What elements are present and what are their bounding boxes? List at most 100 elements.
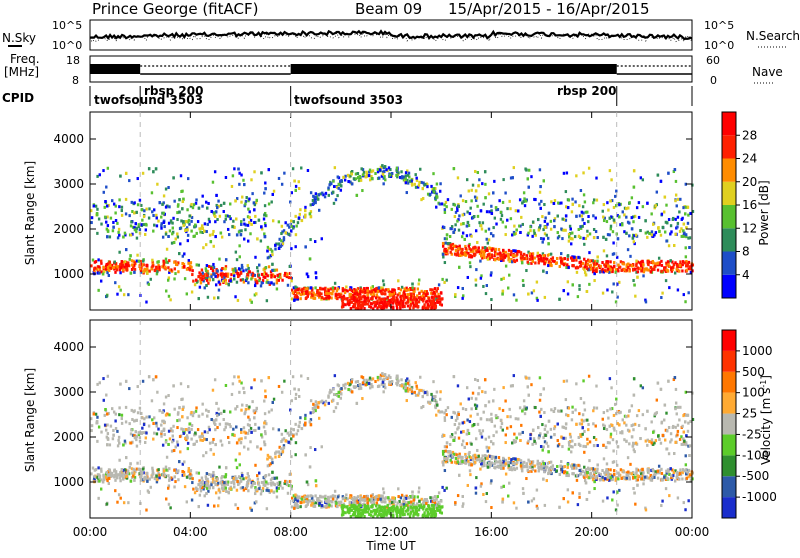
- power-cell: [603, 219, 605, 222]
- velocity-cell: [475, 476, 477, 479]
- velocity-cell: [498, 456, 500, 459]
- power-cell: [408, 293, 410, 296]
- power-cell: [517, 209, 519, 212]
- velocity-cell: [506, 427, 508, 430]
- power-cell: [357, 305, 359, 308]
- power-cell: [668, 218, 670, 221]
- velocity-cell: [577, 503, 579, 506]
- power-cell: [587, 215, 589, 218]
- power-cell: [294, 290, 296, 293]
- velocity-cell: [492, 434, 494, 437]
- velocity-cell: [201, 476, 203, 479]
- power-cell: [548, 212, 550, 215]
- power-cell: [265, 273, 267, 276]
- power-cell: [233, 277, 235, 280]
- power-cell: [181, 207, 183, 210]
- power-cell: [508, 200, 510, 203]
- power-cell: [267, 246, 269, 249]
- power-cell: [148, 167, 150, 170]
- velocity-cell: [400, 378, 402, 381]
- velocity-cell: [192, 488, 194, 491]
- power-cell: [472, 184, 474, 187]
- velocity-cell: [148, 491, 150, 494]
- power-cell: [628, 201, 630, 204]
- power-cell: [202, 272, 204, 275]
- velocity-cell: [471, 397, 473, 400]
- power-cell: [196, 263, 198, 266]
- power-cell: [639, 261, 641, 264]
- power-cell: [358, 296, 360, 299]
- power-cell: [332, 290, 334, 293]
- power-cell: [218, 281, 220, 284]
- power-cell: [288, 233, 290, 236]
- power-cell: [91, 216, 93, 219]
- velocity-cell: [633, 448, 635, 451]
- power-cell: [290, 229, 292, 232]
- power-cell: [145, 224, 147, 227]
- velocity-cell: [571, 406, 573, 409]
- power-cell: [151, 191, 153, 194]
- power-cell: [247, 224, 249, 227]
- power-cell: [520, 216, 522, 219]
- velocity-cell: [369, 377, 371, 380]
- power-cell: [130, 272, 132, 275]
- power-cell: [461, 297, 463, 300]
- velocity-cell: [488, 400, 490, 403]
- power-cell: [657, 227, 659, 230]
- power-cell: [687, 214, 689, 217]
- power-cell: [627, 266, 629, 269]
- power-cell: [603, 263, 605, 266]
- velocity-cell: [622, 418, 624, 421]
- power-cell: [656, 191, 658, 194]
- velocity-cell: [234, 503, 236, 506]
- power-cell: [98, 272, 100, 275]
- power-cell: [377, 168, 379, 171]
- velocity-cell: [588, 375, 590, 378]
- velocity-cell: [455, 457, 457, 460]
- power-cell: [261, 273, 263, 276]
- power-cell: [100, 280, 102, 283]
- power-cell: [495, 248, 497, 251]
- power-cell: [480, 277, 482, 280]
- power-cell: [347, 174, 349, 177]
- power-cell: [315, 276, 317, 279]
- power-cell: [375, 290, 377, 293]
- power-cell: [532, 221, 534, 224]
- power-cell: [400, 288, 402, 291]
- power-cell: [685, 255, 687, 258]
- power-cell: [295, 225, 297, 228]
- power-cell: [150, 278, 152, 281]
- power-cell: [137, 177, 139, 180]
- power-cell: [208, 220, 210, 223]
- power-cell: [276, 287, 278, 290]
- power-cell: [278, 279, 280, 282]
- power-cell: [683, 232, 685, 235]
- power-cell: [270, 274, 272, 277]
- velocity-cell: [628, 409, 630, 412]
- power-cell: [585, 237, 587, 240]
- power-cell: [614, 195, 616, 198]
- power-cell: [486, 249, 488, 252]
- velocity-cell: [483, 464, 485, 467]
- power-cell: [433, 191, 435, 194]
- power-cell: [586, 263, 588, 266]
- power-cell: [371, 297, 373, 300]
- power-cell: [479, 260, 481, 263]
- power-cell: [267, 256, 269, 259]
- power-cell: [130, 224, 132, 227]
- power-cell: [497, 252, 499, 255]
- velocity-cell: [129, 466, 131, 469]
- power-cell: [531, 235, 533, 238]
- velocity-cell: [513, 433, 515, 436]
- power-cell: [467, 276, 469, 279]
- velocity-cell: [295, 393, 297, 396]
- power-cell: [407, 299, 409, 302]
- power-cell: [174, 267, 176, 270]
- velocity-cell: [550, 461, 552, 464]
- velocity-cell: [206, 487, 208, 490]
- power-cell: [628, 234, 630, 237]
- velocity-cell: [397, 501, 399, 504]
- power-cell: [527, 293, 529, 296]
- power-cell: [104, 206, 106, 209]
- power-cell: [218, 289, 220, 292]
